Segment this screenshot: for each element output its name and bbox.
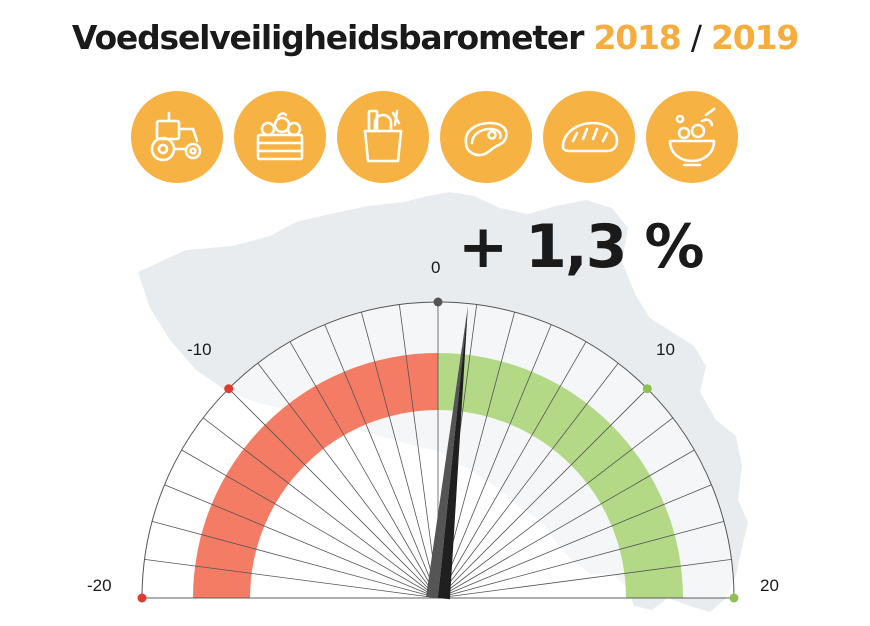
title-year-start: 2018 [593, 18, 681, 57]
scale-label-zero: 0 [431, 258, 441, 277]
dot-minus-ten [224, 384, 234, 394]
page-title: Voedselveiligheidsbarometer 2018 / 2019 [0, 18, 870, 57]
title-year-end: 2019 [711, 18, 799, 57]
gauge-tick-line [398, 304, 439, 599]
gauge-tick-line [361, 311, 439, 599]
gauge-tick-line [144, 558, 439, 599]
gauge-tick-line [181, 449, 439, 599]
percentage-change-value: + 1,3 % [458, 212, 704, 282]
food-chain-icons [131, 91, 741, 183]
gauge-tick-line [151, 521, 439, 599]
tractor-icon [131, 91, 223, 183]
dot-plus-ten [642, 384, 652, 394]
gauge-tick-line [437, 362, 619, 599]
title-separator: / [690, 18, 702, 57]
gauge-tick-line [437, 521, 725, 599]
gauge-tick-line [437, 558, 732, 599]
dot-min [137, 593, 147, 603]
positive-range-band [438, 353, 683, 598]
gauge-tick-line [324, 324, 439, 599]
gauge-tick-line [437, 341, 587, 599]
gauge-tick-line [164, 484, 439, 599]
gauge-tick-line [257, 362, 439, 599]
gauge-tick-line [437, 449, 695, 599]
scale-label-max: 20 [760, 576, 779, 595]
gauge-needle [438, 305, 468, 600]
vegetable-crate-icon [234, 91, 326, 183]
title-main: Voedselveiligheidsbarometer [71, 18, 584, 57]
needle-shade [426, 305, 468, 598]
gauge-tick-line [437, 388, 648, 599]
dot-max [729, 593, 739, 603]
bread-icon [543, 91, 635, 183]
scale-label-plus-ten: 10 [656, 340, 675, 359]
gauge-tick-line [437, 417, 674, 599]
salad-bowl-icon [646, 91, 738, 183]
gauge-tick-line [437, 484, 712, 599]
scale-label-minus-ten: -10 [187, 340, 212, 359]
gauge-tick-line [437, 324, 552, 599]
dot-zero [433, 297, 443, 307]
gauge-tick-line [228, 388, 439, 599]
negative-range-band [193, 353, 438, 598]
meat-steak-icon [440, 91, 532, 183]
scale-label-min: -20 [87, 576, 112, 595]
gauge-tick-line [202, 417, 439, 599]
gauge-tick-line [289, 341, 439, 599]
grocery-bag-icon [337, 91, 429, 183]
